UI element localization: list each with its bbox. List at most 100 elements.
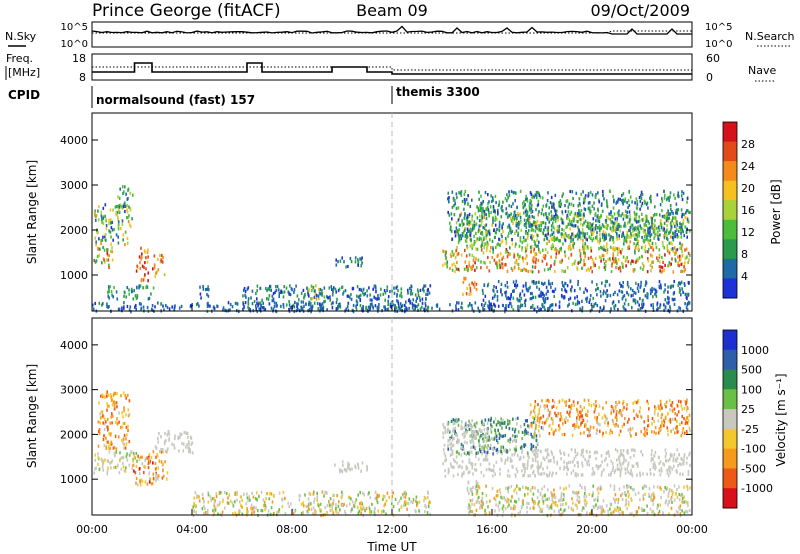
heatmap-cell — [634, 233, 637, 237]
heatmap-cell — [630, 472, 632, 476]
heatmap-cell — [643, 235, 646, 239]
heatmap-cell — [672, 249, 674, 253]
heatmap-cell — [141, 479, 144, 483]
heatmap-cell — [679, 289, 681, 293]
heatmap-cell — [581, 420, 584, 424]
heatmap-cell — [547, 191, 549, 195]
heatmap-cell — [681, 421, 683, 425]
heatmap-cell — [451, 217, 453, 221]
heatmap-cell — [622, 285, 624, 289]
heatmap-cell — [625, 264, 627, 268]
heatmap-cell — [651, 241, 654, 245]
heatmap-cell — [678, 264, 681, 268]
heatmap-cell — [105, 224, 108, 228]
heatmap-cell — [246, 287, 249, 291]
heatmap-cell — [584, 244, 586, 248]
heatmap-cell — [396, 299, 398, 303]
heatmap-cell — [542, 232, 545, 236]
heatmap-cell — [640, 284, 642, 288]
heatmap-cell — [580, 473, 583, 477]
heatmap-cell — [530, 305, 532, 310]
heatmap-cell — [674, 250, 677, 254]
heatmap-cell — [284, 496, 286, 500]
heatmap-cell — [671, 210, 673, 214]
heatmap-cell — [578, 260, 580, 264]
heatmap-cell — [335, 263, 338, 267]
heatmap-cell — [163, 308, 165, 312]
heatmap-cell — [500, 282, 503, 286]
heatmap-cell — [358, 287, 361, 292]
heatmap-cell — [449, 225, 452, 229]
heatmap-cell — [613, 470, 616, 474]
heatmap-cell — [155, 455, 157, 459]
heatmap-cell — [517, 453, 519, 457]
heatmap-cell — [480, 194, 482, 198]
heatmap-cell — [642, 298, 644, 302]
heatmap-cell — [112, 295, 114, 299]
heatmap-cell — [645, 280, 647, 284]
heatmap-cell — [107, 290, 109, 294]
heatmap-cell — [593, 410, 596, 414]
heatmap-cell — [395, 286, 397, 290]
heatmap-cell — [150, 482, 153, 486]
heatmap-cell — [564, 269, 566, 273]
heatmap-cell — [646, 472, 648, 476]
heatmap-cell — [625, 235, 628, 239]
heatmap-cell — [103, 258, 105, 262]
heatmap-cell — [622, 255, 625, 259]
heatmap-cell — [532, 221, 534, 225]
heatmap-cell — [635, 413, 638, 417]
heatmap-cell — [536, 419, 539, 423]
heatmap-cell — [572, 233, 575, 237]
heatmap-cell — [457, 267, 460, 271]
heatmap-cell — [665, 405, 667, 409]
heatmap-cell — [558, 400, 561, 404]
heatmap-cell — [104, 395, 106, 399]
heatmap-cell — [621, 452, 623, 456]
heatmap-cell — [104, 233, 107, 237]
heatmap-cell — [424, 304, 427, 308]
heatmap-cell — [480, 206, 483, 210]
heatmap-cell — [180, 432, 183, 436]
heatmap-cell — [572, 224, 575, 228]
heatmap-cell — [264, 307, 267, 312]
heatmap-cell — [552, 225, 555, 229]
heatmap-cell — [584, 262, 586, 267]
heatmap-cell — [121, 456, 124, 460]
heatmap-cell — [619, 429, 622, 433]
heatmap-cell — [494, 431, 497, 435]
heatmap-cell — [319, 302, 321, 306]
heatmap-cell — [679, 306, 682, 311]
heatmap-cell — [615, 410, 618, 414]
heatmap-cell — [106, 251, 109, 255]
heatmap-cell — [150, 307, 153, 311]
heatmap-cell — [540, 228, 542, 232]
heatmap-cell — [573, 289, 576, 293]
heatmap-cell — [250, 506, 252, 510]
heatmap-cell — [686, 416, 689, 420]
heatmap-cell — [155, 466, 157, 471]
heatmap-cell — [350, 497, 352, 501]
heatmap-cell — [640, 204, 643, 208]
heatmap-cell — [481, 210, 484, 214]
heatmap-cell — [527, 218, 529, 222]
heatmap-cell — [124, 204, 127, 208]
heatmap-cell — [475, 436, 477, 440]
heatmap-cell — [505, 236, 507, 241]
heatmap-cell — [181, 441, 183, 445]
heatmap-cell — [481, 434, 484, 438]
heatmap-cell — [102, 462, 104, 466]
heatmap-cell — [614, 290, 616, 294]
heatmap-cell — [236, 490, 238, 494]
heatmap-cell — [527, 221, 530, 225]
heatmap-cell — [95, 241, 97, 245]
heatmap-cell — [128, 440, 131, 444]
heatmap-cell — [442, 263, 444, 267]
heatmap-cell — [636, 241, 639, 246]
heatmap-cell — [513, 430, 516, 434]
heatmap-cell — [347, 464, 349, 468]
heatmap-cell — [534, 252, 536, 256]
heatmap-cell — [337, 260, 339, 264]
heatmap-cell — [687, 472, 690, 476]
heatmap-cell — [668, 216, 671, 220]
